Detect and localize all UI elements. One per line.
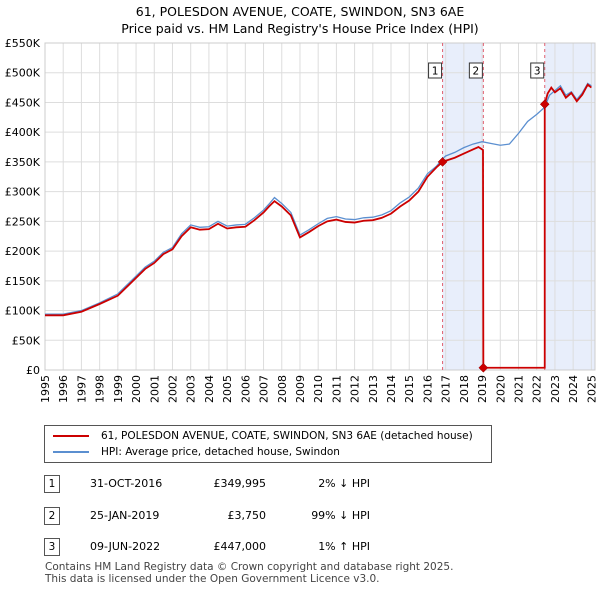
transaction-price: £349,995	[213, 477, 267, 490]
footer-licence: This data is licensed under the Open Gov…	[45, 573, 380, 585]
legend-swatch-hpi	[53, 451, 89, 453]
y-tick-label: £100K	[5, 305, 41, 318]
x-tick-label: 2019	[476, 375, 489, 403]
transaction-date: 25-JAN-2019	[90, 509, 160, 522]
hpi-series-line	[45, 82, 592, 315]
transaction-price: £447,000	[213, 540, 267, 553]
transaction-label-box: 1	[428, 62, 443, 79]
y-tick-label: £450K	[5, 96, 41, 109]
x-tick-label: 1997	[75, 375, 88, 403]
transaction-label-box: 2	[468, 62, 483, 79]
x-tick-label: 2017	[440, 375, 453, 403]
transaction-number: 2	[44, 507, 60, 525]
x-tick-label: 1995	[39, 375, 52, 403]
transaction-marker	[539, 99, 550, 110]
legend-label-hpi: HPI: Average price, detached house, Swin…	[101, 446, 340, 458]
y-tick-label: £0	[26, 364, 40, 377]
x-tick-label: 2007	[258, 375, 271, 403]
transaction-marker	[437, 157, 448, 167]
price-chart: £0 £50K £100K £150K £200K £250K £300K £350K £400…	[5, 37, 599, 403]
x-tick-label: 2009	[294, 375, 307, 403]
highlight-region	[442, 43, 484, 370]
x-tick-label: 2012	[349, 375, 362, 403]
y-tick-label: £300K	[5, 186, 41, 199]
x-tick-label: 2023	[549, 375, 562, 403]
x-tick-label: 2010	[312, 375, 325, 403]
chart-title-line1: 61, POLESDON AVENUE, COATE, SWINDON, SN3…	[135, 4, 465, 19]
transaction-row: 2 25-JAN-2019 £3,750 99% ↓ HPI	[0, 506, 600, 526]
plot-frame	[44, 42, 596, 371]
x-tick-label: 1999	[112, 375, 125, 403]
transaction-date: 31-OCT-2016	[90, 477, 163, 490]
x-tick-label: 2015	[403, 375, 416, 403]
transaction-label-number: 2	[473, 66, 480, 78]
y-tick-label: £150K	[5, 275, 41, 288]
y-tick-label: £350K	[5, 156, 41, 169]
x-tick-label: 2022	[531, 375, 544, 403]
transaction-row: 1 31-OCT-2016 £349,995 2% ↓ HPI	[0, 474, 600, 494]
y-tick-label: £500K	[5, 67, 41, 80]
x-tick-label: 2016	[421, 375, 434, 403]
x-tick-label: 2001	[148, 375, 161, 403]
x-tick-label: 2024	[567, 375, 580, 403]
x-tick-label: 2004	[203, 375, 216, 403]
transaction-label-number: 1	[432, 66, 439, 78]
y-tick-label: £200K	[5, 245, 41, 258]
x-tick-label: 2018	[458, 375, 471, 403]
x-tick-label: 2011	[330, 375, 343, 403]
x-tick-label: 2021	[513, 375, 526, 403]
y-tick-label: £550K	[5, 37, 41, 50]
x-tick-label: 1998	[94, 375, 107, 403]
transaction-date: 09-JUN-2022	[90, 540, 161, 553]
plot-area	[45, 43, 595, 370]
x-tick-label: 2020	[494, 375, 507, 403]
x-tick-label: 2008	[276, 375, 289, 403]
footer-copyright: Contains HM Land Registry data © Crown c…	[45, 561, 454, 573]
transaction-row: 3 09-JUN-2022 £447,000 1% ↑ HPI	[0, 537, 600, 557]
x-tick-label: 2003	[185, 375, 198, 403]
x-tick-label: 2025	[585, 375, 598, 403]
x-tick-label: 2000	[130, 375, 143, 403]
transaction-label-box: 3	[530, 62, 545, 79]
transaction-label-number: 3	[534, 66, 541, 78]
y-tick-label: £50K	[12, 334, 41, 347]
transaction-hpi: 99% ↓ HPI	[311, 509, 370, 522]
chart-title-line2: Price paid vs. HM Land Registry's House …	[121, 21, 479, 36]
x-tick-label: 2013	[367, 375, 380, 403]
transaction-hpi: 1% ↑ HPI	[318, 540, 370, 553]
x-tick-label: 2014	[385, 375, 398, 403]
highlight-region	[544, 43, 595, 370]
legend-label-property: 61, POLESDON AVENUE, COATE, SWINDON, SN3…	[101, 430, 473, 442]
y-tick-label: £400K	[5, 126, 41, 139]
transaction-marker	[478, 362, 489, 373]
legend-swatch-property	[53, 435, 89, 437]
transaction-number: 1	[44, 475, 60, 493]
transaction-label-frame	[530, 62, 545, 79]
transaction-label-frame	[428, 62, 443, 79]
y-tick-label: £250K	[5, 215, 41, 228]
transaction-price: £3,750	[227, 509, 267, 522]
x-tick-label: 2006	[239, 375, 252, 403]
x-tick-label: 2002	[166, 375, 179, 403]
transaction-label-frame	[468, 62, 483, 79]
transaction-number: 3	[44, 538, 60, 556]
x-tick-label: 1996	[57, 375, 70, 403]
legend: 61, POLESDON AVENUE, COATE, SWINDON, SN3…	[44, 425, 492, 463]
transaction-hpi: 2% ↓ HPI	[318, 477, 370, 490]
x-tick-label: 2005	[221, 375, 234, 403]
